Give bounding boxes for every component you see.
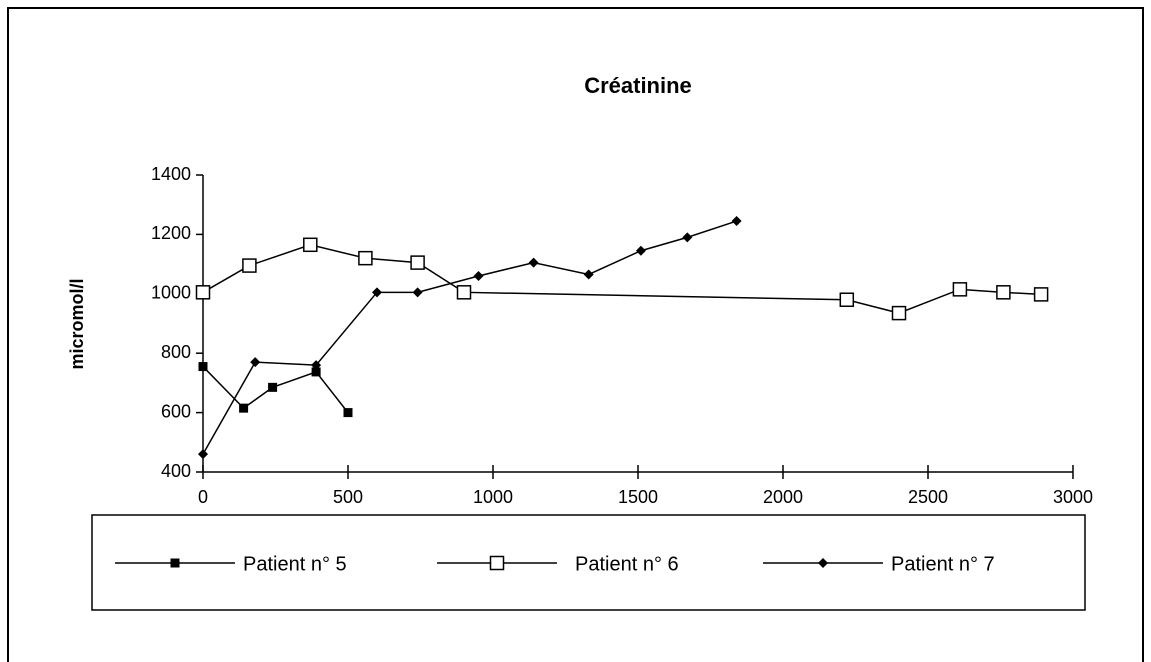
y-tick-label: 400 <box>161 461 191 481</box>
legend-marker <box>170 558 180 568</box>
x-tick-label: 2000 <box>763 487 803 507</box>
data-point <box>242 258 257 273</box>
data-point <box>583 269 594 280</box>
data-point <box>952 282 968 297</box>
y-tick-label: 1400 <box>151 164 191 184</box>
data-point <box>731 216 742 227</box>
legend-marker <box>489 555 505 571</box>
x-tick-label: 3000 <box>1053 487 1093 507</box>
data-point <box>412 287 423 298</box>
legend-label: Patient n° 6 <box>575 553 679 575</box>
data-point <box>839 292 855 307</box>
data-point <box>198 449 208 460</box>
chart-frame <box>7 7 1144 662</box>
data-point <box>410 255 425 270</box>
x-tick-label: 1000 <box>473 487 513 507</box>
x-tick-label: 1500 <box>618 487 658 507</box>
data-point <box>250 357 261 368</box>
x-tick-label: 0 <box>198 487 208 507</box>
x-tick-label: 500 <box>333 487 363 507</box>
series-line <box>202 244 1042 314</box>
x-tick-label: 2500 <box>908 487 948 507</box>
y-tick-label: 600 <box>161 401 191 421</box>
data-point <box>635 245 646 256</box>
y-axis-label: micromol/l <box>67 278 87 369</box>
data-point <box>239 403 249 413</box>
chart-title: Créatinine <box>584 73 692 98</box>
y-tick-label: 1200 <box>151 223 191 243</box>
data-point <box>528 257 539 268</box>
data-point <box>891 305 907 321</box>
legend-marker <box>818 558 828 568</box>
data-point <box>1033 287 1049 302</box>
data-point <box>456 285 472 300</box>
data-point <box>311 360 322 371</box>
data-point <box>198 362 208 372</box>
data-point <box>996 285 1011 300</box>
data-point <box>268 382 278 392</box>
data-point <box>358 250 373 266</box>
legend <box>91 514 1086 611</box>
data-point <box>303 237 318 253</box>
data-point <box>372 287 382 298</box>
data-point <box>473 270 484 281</box>
y-tick-label: 1000 <box>151 283 191 303</box>
series-line <box>202 220 737 455</box>
y-tick-label: 800 <box>161 342 191 362</box>
data-point <box>682 232 693 243</box>
data-point <box>343 408 353 418</box>
data-point <box>311 367 321 377</box>
legend-label: Patient n° 7 <box>891 553 995 575</box>
data-point <box>195 285 211 300</box>
legend-label: Patient n° 5 <box>243 553 347 575</box>
